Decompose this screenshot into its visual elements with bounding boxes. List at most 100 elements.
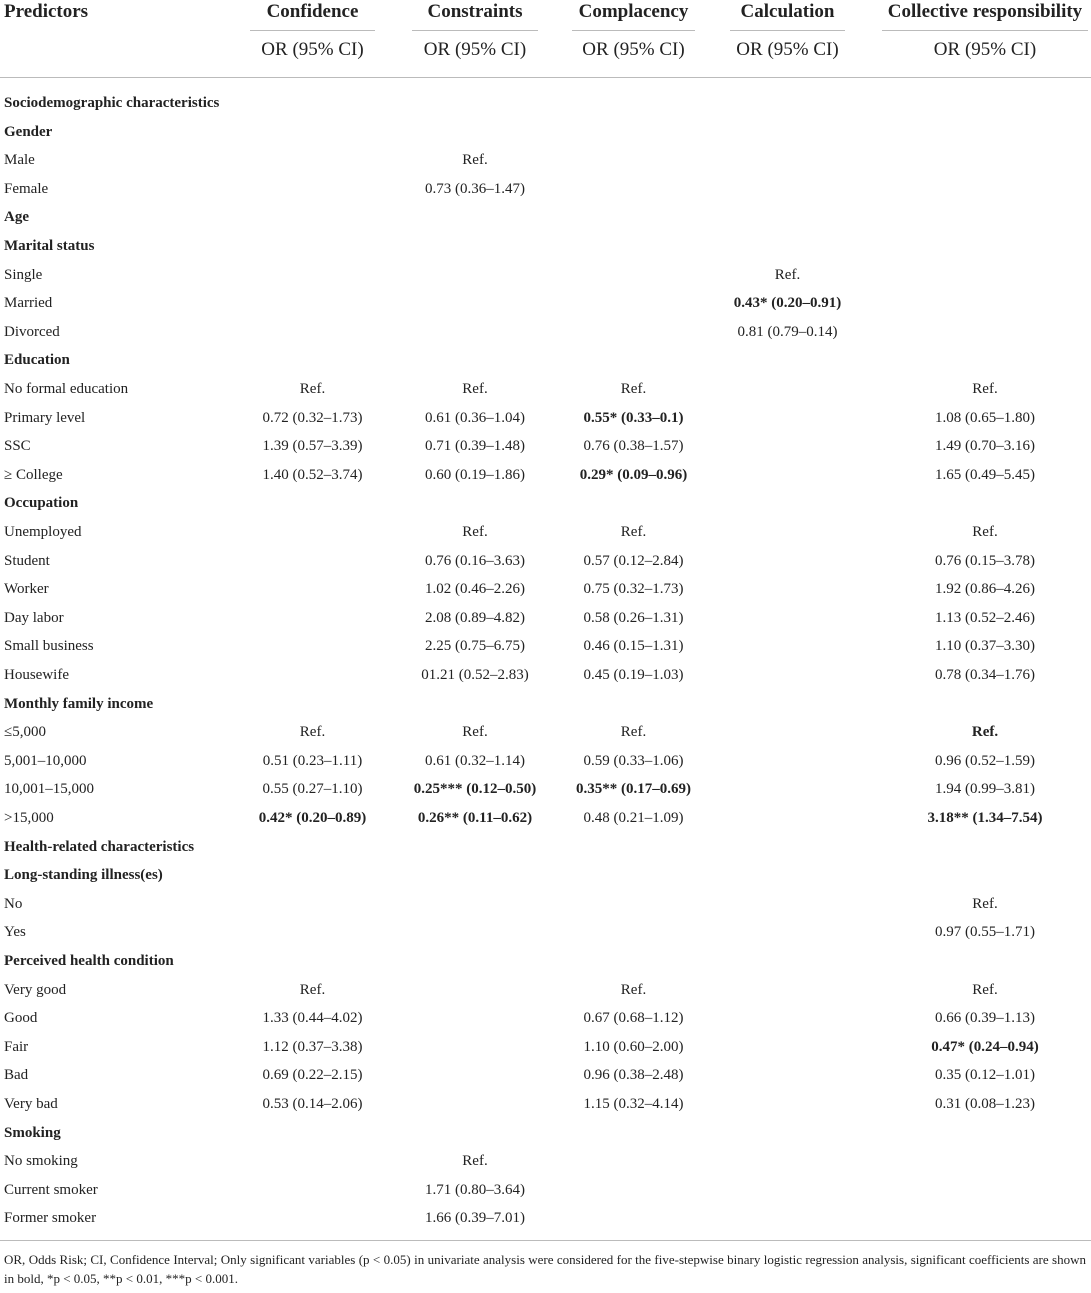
cell: 1.12 (0.37–3.38): [262, 1038, 363, 1055]
column-header: Calculation: [740, 1, 835, 22]
section-heading: Smoking: [4, 1124, 61, 1141]
header-underline: [730, 30, 845, 31]
cell: Ref.: [462, 724, 488, 741]
cell: Ref.: [620, 981, 647, 998]
row-label: Bad: [4, 1067, 29, 1084]
column-header: Predictors: [4, 1, 89, 22]
cell: Ref.: [299, 381, 326, 397]
row-label: Housewife: [4, 667, 69, 683]
row-label: No smoking: [4, 1153, 78, 1170]
cell: 0.35** (0.17–0.69): [576, 781, 691, 798]
cell: 1.02 (0.46–2.26): [425, 581, 525, 598]
cell: 2.25 (0.75–6.75): [425, 638, 525, 655]
row-label: Very bad: [4, 1096, 58, 1112]
header-underline: [250, 30, 375, 31]
cell: 0.42* (0.20–0.89): [258, 810, 367, 826]
cell: 0.97 (0.55–1.71): [935, 924, 1035, 941]
cell: 0.43* (0.20–0.91): [733, 295, 842, 312]
cell: 0.45 (0.19–1.03): [583, 667, 684, 683]
cell: 0.76 (0.38–1.57): [583, 438, 684, 455]
column-header: Confidence: [266, 1, 359, 22]
cell: 0.35 (0.12–1.01): [935, 1067, 1035, 1084]
row-label: >15,000: [4, 810, 54, 826]
subheader: OR (95% CI): [933, 39, 1037, 60]
footnote: OR, Odds Risk; CI, Confidence Interval; …: [4, 1252, 1086, 1286]
cell: Ref.: [971, 724, 999, 741]
cell: 0.75 (0.32–1.73): [583, 581, 684, 598]
cell: 0.55* (0.33–0.1): [583, 409, 684, 426]
cell: 1.33 (0.44–4.02): [262, 1010, 363, 1027]
cell: 1.65 (0.49–5.45): [935, 466, 1035, 483]
column-header: Complacency: [578, 1, 689, 22]
header-underline: [882, 30, 1088, 31]
cell: 0.29* (0.09–0.96): [579, 466, 688, 483]
row-label: ≥ College: [4, 466, 63, 483]
row-label: Divorced: [4, 323, 60, 340]
cell: 0.96 (0.52–1.59): [935, 752, 1035, 769]
cell: 0.69 (0.22–2.15): [262, 1067, 363, 1084]
section-heading: Gender: [4, 123, 53, 140]
cell: 0.53 (0.14–2.06): [262, 1096, 363, 1112]
cell: 0.58 (0.26–1.31): [583, 609, 684, 626]
cell: Ref.: [972, 381, 998, 397]
section-heading: Health-related characteristics: [4, 838, 195, 855]
section-heading: Monthly family income: [4, 695, 154, 712]
row-label: ≤5,000: [4, 724, 46, 741]
cell: 1.10 (0.60–2.00): [583, 1038, 684, 1055]
row-label: SSC: [4, 438, 31, 455]
cell: 0.25*** (0.12–0.50): [413, 781, 537, 798]
row-label: Unemployed: [4, 524, 82, 540]
row-label: Worker: [4, 581, 49, 598]
subheader: OR (95% CI): [261, 39, 364, 60]
cell: Ref.: [462, 524, 488, 540]
cell: 0.66 (0.39–1.13): [935, 1010, 1035, 1027]
row-label: 10,001–15,000: [4, 781, 94, 798]
cell: 0.59 (0.33–1.06): [583, 752, 684, 769]
cell: 3.18** (1.34–7.54): [927, 810, 1043, 826]
row-label: Male: [4, 152, 35, 169]
row-label: Yes: [4, 924, 26, 941]
cell: 01.21 (0.52–2.83): [421, 667, 529, 683]
cell: 1.49 (0.70–3.16): [935, 438, 1035, 455]
column-header: Collective responsibility: [887, 1, 1083, 22]
row-label: Current smoker: [4, 1181, 98, 1198]
cell: 0.81 (0.79–0.14): [737, 323, 838, 340]
cell: Ref.: [620, 724, 647, 741]
section-heading: Sociodemographic characteristics: [4, 95, 220, 111]
cell: 1.13 (0.52–2.46): [935, 609, 1035, 626]
row-label: Former smoker: [4, 1210, 97, 1227]
cell: 1.66 (0.39–7.01): [425, 1210, 525, 1227]
row-label: Good: [4, 1010, 38, 1027]
cell: 0.71 (0.39–1.48): [425, 438, 525, 455]
cell: 0.73 (0.36–1.47): [425, 180, 525, 197]
cell: Ref.: [462, 152, 488, 169]
cell: 0.67 (0.68–1.12): [583, 1010, 684, 1027]
cell: 0.48 (0.21–1.09): [583, 810, 684, 826]
section-heading: Occupation: [4, 495, 79, 512]
cell: Ref.: [462, 381, 488, 397]
row-label: Small business: [4, 638, 94, 655]
cell: Ref.: [299, 981, 326, 998]
cell: Ref.: [299, 724, 326, 741]
cell: 0.60 (0.19–1.86): [425, 466, 525, 483]
cell: 0.47* (0.24–0.94): [931, 1038, 1039, 1055]
row-label: 5,001–10,000: [4, 752, 87, 769]
header-rule: [0, 77, 1091, 78]
cell: 0.76 (0.15–3.78): [935, 552, 1035, 569]
row-label: Very good: [4, 981, 67, 998]
section-heading: Long-standing illness(es): [4, 867, 163, 884]
section-heading: Education: [4, 352, 70, 369]
cell: 0.57 (0.12–2.84): [583, 552, 684, 569]
row-label: No: [4, 895, 23, 912]
cell: 0.76 (0.16–3.63): [425, 552, 525, 569]
cell: 0.72 (0.32–1.73): [262, 409, 363, 426]
cell: 0.26** (0.11–0.62): [417, 810, 533, 826]
cell: 1.71 (0.80–3.64): [425, 1181, 525, 1198]
row-label: Primary level: [4, 409, 86, 426]
cell: 0.61 (0.32–1.14): [425, 752, 525, 769]
cell: 1.15 (0.32–4.14): [583, 1096, 684, 1112]
row-label: Single: [4, 266, 43, 283]
cell: 1.40 (0.52–3.74): [262, 466, 363, 483]
cell: 0.46 (0.15–1.31): [583, 638, 684, 655]
